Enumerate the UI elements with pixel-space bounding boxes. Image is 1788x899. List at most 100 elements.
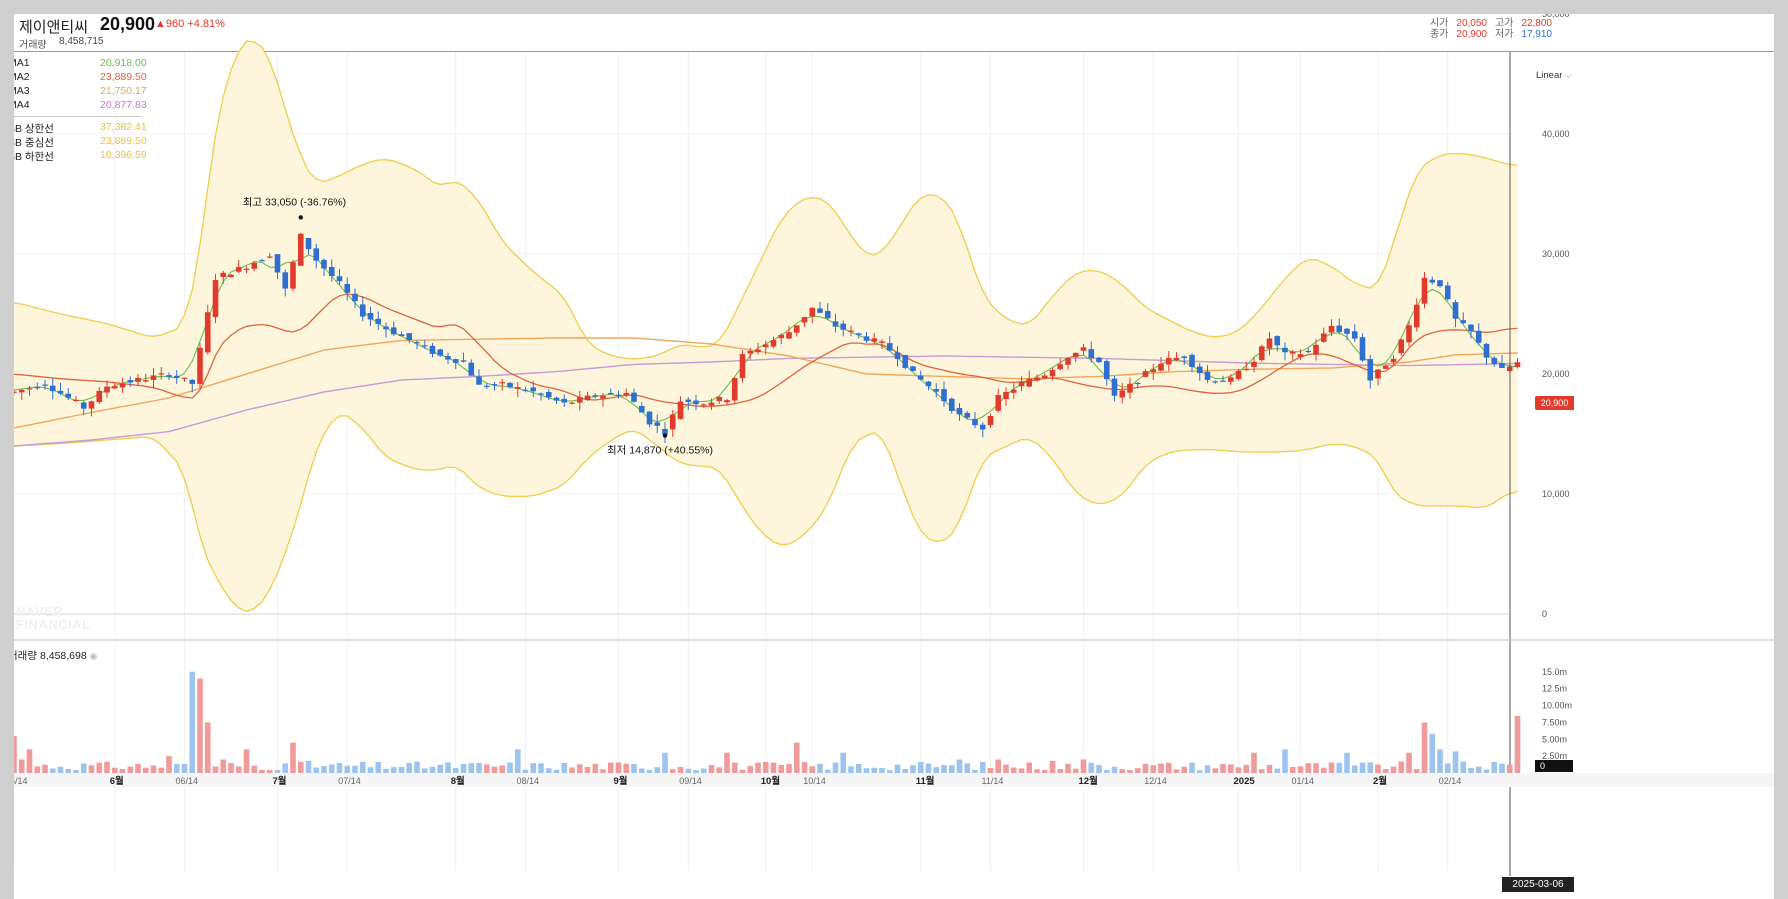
- candle-body: [1158, 363, 1164, 371]
- bb-lower-line: [14, 415, 1518, 613]
- volume-bar: [1119, 769, 1126, 773]
- candle-body: [297, 233, 304, 266]
- candle-body: [383, 326, 389, 330]
- volume-bar: [1018, 768, 1025, 773]
- candle-body: [483, 385, 490, 387]
- volume-bar: [491, 766, 498, 773]
- candle-body: [452, 359, 459, 363]
- candle-body: [1041, 375, 1048, 379]
- candle-body: [1460, 320, 1467, 324]
- volume-bar: [1444, 763, 1451, 773]
- volume-bar: [724, 752, 730, 773]
- volume-bar: [809, 766, 816, 773]
- volume-bar: [65, 768, 72, 773]
- candle-body: [824, 310, 831, 319]
- volume-bar: [150, 765, 157, 773]
- candle-body: [871, 338, 878, 342]
- candle-body: [375, 318, 382, 324]
- volume-bar: [274, 770, 281, 773]
- candle-body: [1134, 382, 1141, 385]
- volume-tick-label: 5.00m: [1542, 734, 1567, 744]
- candle-body: [460, 360, 467, 362]
- candle-body: [321, 259, 327, 269]
- candle-body: [669, 414, 676, 430]
- volume-bar: [995, 759, 1002, 773]
- volume-bar: [367, 767, 374, 773]
- volume-bar: [429, 766, 436, 773]
- volume-bar: [1243, 764, 1250, 773]
- volume-bar: [1328, 762, 1335, 773]
- volume-bar: [545, 768, 552, 773]
- volume-bar: [344, 765, 351, 773]
- candle-body: [1212, 381, 1219, 383]
- volume-bar: [1003, 764, 1009, 773]
- scale-mode-dropdown[interactable]: Linear ⌵: [1536, 70, 1572, 81]
- candle-body: [1103, 361, 1110, 380]
- x-tick-label: 9월: [614, 775, 628, 787]
- candle-body: [995, 395, 1002, 411]
- candle-body: [1390, 358, 1397, 363]
- candle-body: [290, 262, 296, 289]
- candle-body: [150, 375, 157, 380]
- candle-body: [65, 393, 72, 398]
- candle-body: [1196, 366, 1203, 374]
- volume-bar: [390, 767, 397, 773]
- volume-bar: [1452, 751, 1459, 773]
- volume-bar: [770, 762, 777, 773]
- candle-body: [1344, 328, 1350, 334]
- volume-bar: [1049, 760, 1056, 773]
- candle-body: [305, 238, 312, 250]
- candle-body: [801, 317, 808, 323]
- volume-bar: [1158, 763, 1164, 773]
- candle-body: [204, 312, 211, 353]
- settings-icon[interactable]: ◉: [89, 651, 98, 661]
- candle-body: [894, 352, 901, 359]
- price-chart[interactable]: 최고 33,050 (-36.76%)최저 14,870 (+40.55%)01…: [14, 14, 1774, 899]
- candle-body: [762, 344, 769, 348]
- chart-window: 제이앤티씨 20,900 ▲960 +4.81% 거래량 8,458,715 시…: [14, 14, 1774, 899]
- candle-body: [1080, 347, 1087, 351]
- volume-bar: [1429, 733, 1436, 773]
- volume-bar: [615, 762, 622, 773]
- stock-price: 20,900: [100, 14, 156, 34]
- volume-bar: [1506, 764, 1513, 773]
- candle-body: [1413, 304, 1420, 328]
- candle-body: [1181, 356, 1188, 359]
- candle-body: [421, 345, 428, 347]
- candle-body: [964, 412, 971, 418]
- volume-bar: [886, 770, 893, 773]
- candle-body: [491, 384, 498, 386]
- candle-body: [809, 307, 816, 317]
- candle-body: [445, 356, 451, 360]
- volume-panel-label: 거래량: [14, 650, 37, 662]
- volume-bar: [956, 759, 963, 773]
- volume-bar: [778, 765, 785, 773]
- candle-body: [406, 333, 413, 341]
- volume-bar: [243, 749, 250, 773]
- candle-body: [1204, 371, 1211, 380]
- x-tick-label: 06/14: [176, 776, 199, 786]
- candle-body: [793, 325, 800, 333]
- volume-bar: [972, 770, 978, 773]
- volume-bar: [1181, 766, 1188, 773]
- candle-body: [646, 411, 653, 425]
- price-change: ▲960 +4.81%: [155, 18, 225, 30]
- candle-body: [1243, 368, 1250, 371]
- candle-body: [1499, 363, 1505, 368]
- x-tick-label: 12월: [1079, 775, 1098, 787]
- candle-body: [902, 354, 909, 368]
- volume-bar: [1103, 769, 1110, 773]
- volume-label: 거래량: [19, 40, 47, 51]
- candle-body: [972, 418, 978, 426]
- volume-bar: [824, 769, 831, 773]
- candle-body: [615, 394, 622, 396]
- candle-body: [1119, 390, 1126, 398]
- candle-body: [398, 334, 405, 337]
- volume-bar: [421, 768, 428, 773]
- x-tick-label: 10월: [761, 775, 780, 787]
- candle-body: [778, 334, 785, 339]
- candle-body: [104, 386, 110, 393]
- volume-bar: [1010, 767, 1017, 773]
